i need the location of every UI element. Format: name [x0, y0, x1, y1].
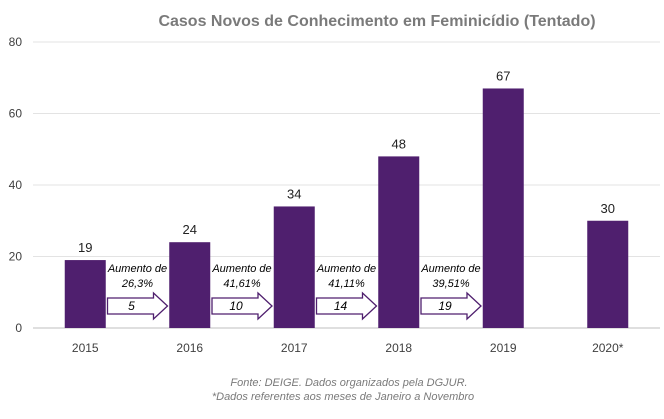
annotation-line1: Aumento de	[316, 263, 376, 275]
arrow-value: 14	[334, 299, 348, 313]
x-tick-label: 2019	[490, 341, 517, 355]
x-tick-label: 2020*	[592, 341, 624, 355]
bar-2015	[64, 260, 106, 328]
y-tick-label: 0	[15, 321, 22, 335]
arrow-value: 19	[438, 299, 452, 313]
annotation-line1: Aumento de	[107, 263, 167, 275]
y-tick-label: 20	[9, 250, 23, 264]
data-label: 34	[287, 186, 301, 201]
bar-2020	[587, 220, 629, 328]
growth-annotation: Aumento de 26,3% 5	[106, 263, 169, 321]
y-tick-label: 60	[9, 107, 23, 121]
source-note: Fonte: DEIGE. Dados organizados pela DGJ…	[230, 377, 467, 389]
data-label: 19	[78, 240, 92, 255]
data-labels: 19 24 34 48 67 30	[78, 68, 615, 255]
arrow-shape	[211, 291, 273, 321]
x-tick-label: 2016	[176, 341, 203, 355]
growth-annotation: Aumento de 39,51% 19	[420, 263, 482, 321]
annotation-line2: 39,51%	[432, 278, 470, 290]
annotation-line2: 26,3%	[121, 278, 153, 290]
x-tick-label: 2017	[281, 341, 308, 355]
bar-2018	[378, 156, 420, 328]
arrow-shape	[420, 291, 482, 321]
growth-annotation: Aumento de 41,11% 14	[315, 263, 378, 321]
y-tick-label: 40	[9, 178, 23, 192]
x-tick-label: 2015	[72, 341, 99, 355]
x-axis: 2015 2016 2017 2018 2019 2020*	[72, 341, 624, 355]
data-label: 67	[496, 68, 510, 83]
data-label: 24	[183, 222, 197, 237]
data-label: 48	[392, 136, 406, 151]
annotation-line2: 41,11%	[328, 278, 365, 290]
gridlines	[33, 41, 660, 329]
y-tick-label: 80	[9, 35, 23, 49]
arrow-shape	[315, 291, 378, 321]
annotation-line2: 41,61%	[223, 278, 261, 290]
footnote: *Dados referentes aos meses de Janeiro a…	[212, 391, 474, 403]
arrow-shape	[106, 291, 169, 321]
bar-2019	[482, 88, 524, 328]
arrow-value: 10	[229, 299, 243, 313]
data-label: 30	[601, 201, 615, 216]
chart-title: Casos Novos de Conhecimento em Feminicíd…	[158, 13, 595, 30]
bars	[64, 88, 629, 328]
bar-2017	[273, 206, 315, 328]
growth-annotation: Aumento de 41,61% 10	[211, 263, 273, 321]
bar-2016	[169, 242, 211, 328]
annotation-line1: Aumento de	[420, 263, 480, 275]
x-tick-label: 2018	[385, 341, 412, 355]
annotation-line1: Aumento de	[211, 263, 271, 275]
y-axis: 0 20 40 60 80	[9, 35, 23, 335]
arrow-value: 5	[128, 299, 135, 313]
